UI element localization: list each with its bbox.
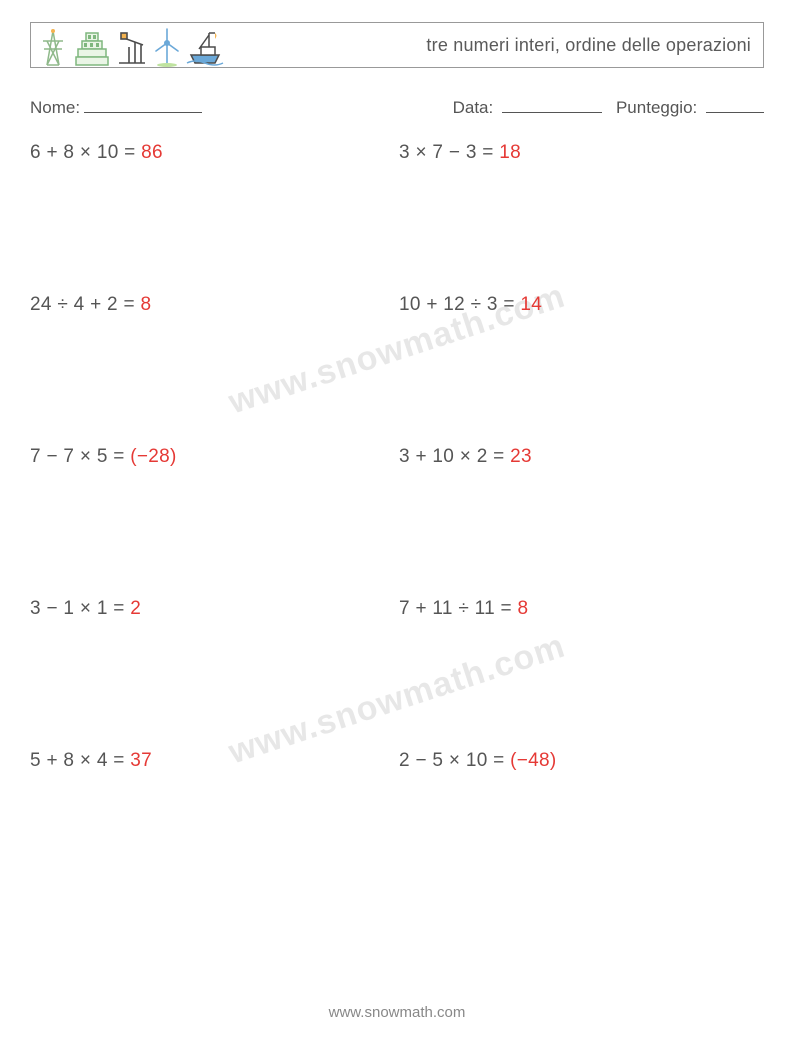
score-label: Punteggio: — [616, 98, 697, 117]
problem-answer: 8 — [518, 598, 529, 619]
problem-expression: 3 − 1 × 1 = — [30, 598, 130, 619]
problem-answer: 2 — [130, 598, 141, 619]
problem-expression: 3 × 7 − 3 = — [399, 142, 499, 163]
pylon-icon — [37, 27, 69, 67]
problem-row: 7 − 7 × 5 = (−28) 3 + 10 × 2 = 23 — [30, 444, 764, 596]
problem-row: 6 + 8 × 10 = 86 3 × 7 − 3 = 18 — [30, 140, 764, 292]
problem-cell: 2 − 5 × 10 = (−48) — [397, 748, 764, 772]
ship-icon — [185, 27, 225, 67]
problem-answer: 8 — [140, 294, 151, 315]
score-blank[interactable] — [706, 95, 764, 113]
problem-answer: (−28) — [130, 446, 176, 467]
problem-cell: 3 − 1 × 1 = 2 — [30, 596, 397, 620]
problem-answer: (−48) — [510, 750, 556, 771]
header-icon-strip — [37, 23, 225, 67]
problem-row: 5 + 8 × 4 = 37 2 − 5 × 10 = (−48) — [30, 748, 764, 900]
header-box: tre numeri interi, ordine delle operazio… — [30, 22, 764, 68]
problem-cell: 10 + 12 ÷ 3 = 14 — [397, 292, 764, 316]
problem-cell: 24 ÷ 4 + 2 = 8 — [30, 292, 397, 316]
problem-cell: 5 + 8 × 4 = 37 — [30, 748, 397, 772]
problem-cell: 3 + 10 × 2 = 23 — [397, 444, 764, 468]
windmill-icon — [153, 27, 181, 67]
problem-expression: 10 + 12 ÷ 3 = — [399, 294, 520, 315]
name-blank[interactable] — [84, 95, 202, 113]
problem-answer: 18 — [499, 142, 521, 163]
footer-url: www.snowmath.com — [0, 1004, 794, 1021]
problem-answer: 37 — [130, 750, 152, 771]
problem-expression: 7 − 7 × 5 = — [30, 446, 130, 467]
problem-expression: 2 − 5 × 10 = — [399, 750, 510, 771]
problems-grid: 6 + 8 × 10 = 86 3 × 7 − 3 = 18 24 ÷ 4 + … — [30, 140, 764, 900]
problem-answer: 23 — [510, 446, 532, 467]
problem-row: 3 − 1 × 1 = 2 7 + 11 ÷ 11 = 8 — [30, 596, 764, 748]
problem-expression: 24 ÷ 4 + 2 = — [30, 294, 140, 315]
date-field: Data: — [453, 95, 602, 118]
worksheet-page: tre numeri interi, ordine delle operazio… — [0, 0, 794, 1053]
problem-cell: 3 × 7 − 3 = 18 — [397, 140, 764, 164]
date-blank[interactable] — [502, 95, 602, 113]
name-field: Nome: — [30, 95, 202, 118]
problem-cell: 7 − 7 × 5 = (−28) — [30, 444, 397, 468]
problem-cell: 7 + 11 ÷ 11 = 8 — [397, 596, 764, 620]
date-label: Data: — [453, 98, 494, 117]
oil-rig-icon — [115, 27, 149, 67]
score-field: Punteggio: — [616, 95, 764, 118]
problem-expression: 6 + 8 × 10 = — [30, 142, 141, 163]
problem-answer: 14 — [520, 294, 542, 315]
worksheet-title: tre numeri interi, ordine delle operazio… — [426, 35, 751, 56]
problem-row: 24 ÷ 4 + 2 = 8 10 + 12 ÷ 3 = 14 — [30, 292, 764, 444]
problem-expression: 7 + 11 ÷ 11 = — [399, 598, 518, 619]
problem-cell: 6 + 8 × 10 = 86 — [30, 140, 397, 164]
meta-row: Nome: Data: Punteggio: — [30, 95, 764, 118]
stack-icon — [73, 27, 111, 67]
name-label: Nome: — [30, 98, 80, 118]
problem-answer: 86 — [141, 142, 163, 163]
problem-expression: 5 + 8 × 4 = — [30, 750, 130, 771]
problem-expression: 3 + 10 × 2 = — [399, 446, 510, 467]
